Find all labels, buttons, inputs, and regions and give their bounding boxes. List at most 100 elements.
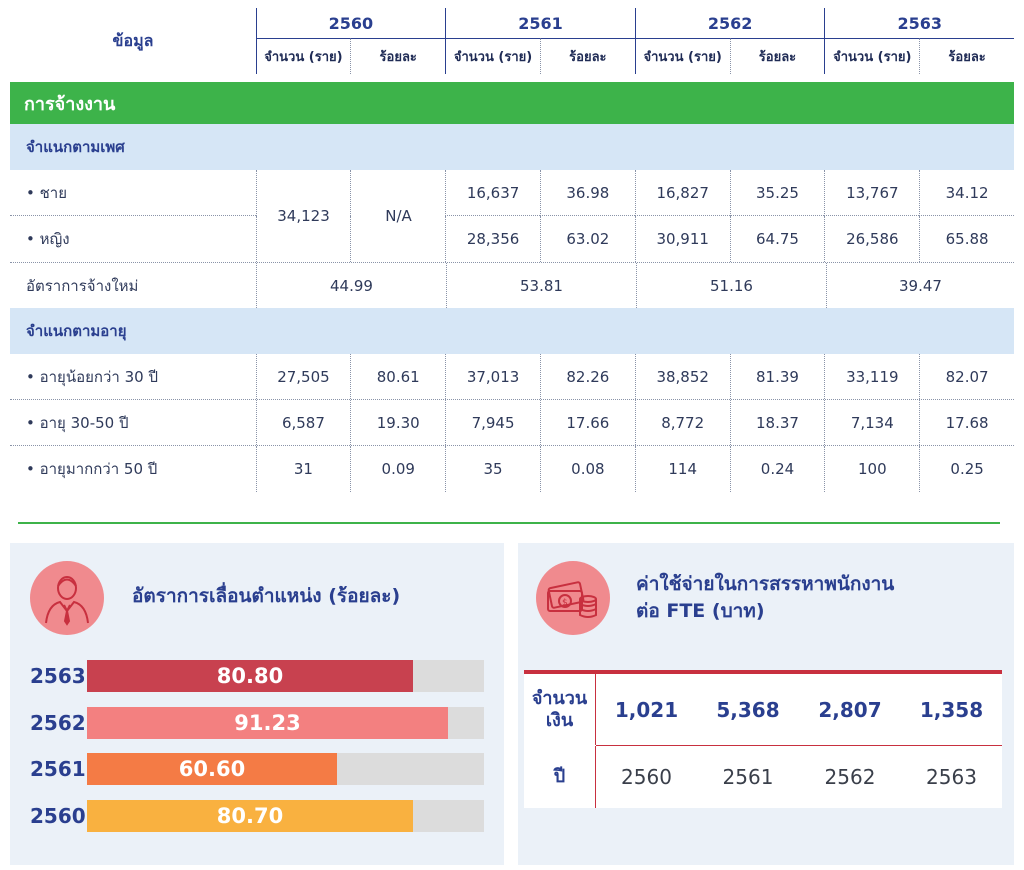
promotion-bar-value: 80.80: [216, 664, 284, 688]
row-label: • อายุน้อยกว่า 30 ปี: [26, 367, 158, 386]
subheader-count: จำนวน (ราย): [445, 38, 540, 74]
svg-text:$: $: [562, 598, 568, 608]
group-title-gender: จำแนกตามเพศ: [10, 124, 1014, 170]
promotion-bar-value: 60.60: [178, 757, 246, 781]
recruitment-cost-title: ค่าใช้จ่ายในการสรรหาพนักงาน ต่อ FTE (บาท…: [636, 571, 894, 625]
recruitment-cost-table: จำนวน เงิน 1,021 5,368 2,807 1,358 ปี 256…: [524, 670, 1002, 808]
promotion-rate-title: อัตราการเลื่อนตำแหน่ง (ร้อยละ): [132, 585, 401, 607]
table-cell: 37,013: [445, 354, 540, 399]
amount-value: 1,021: [614, 697, 679, 722]
table-cell: 0.25: [919, 446, 1014, 492]
table-cell: 8,772: [634, 400, 730, 445]
table-cell: 0.09: [350, 446, 445, 492]
amount-label-line1: จำนวน: [531, 687, 588, 709]
promotion-bar-track: 80.80: [87, 660, 484, 692]
row-label: • อายุ 30-50 ปี: [26, 413, 129, 432]
year-value: 2560: [621, 765, 672, 789]
year-header: 2563: [824, 8, 1014, 38]
table-cell: 17.66: [539, 400, 635, 445]
year-value: 2562: [824, 765, 876, 789]
table-cell: 51.16: [636, 263, 826, 308]
table-cell: 30,911: [634, 216, 730, 262]
table-cell: 26,586: [824, 216, 919, 262]
table-cell: 100: [824, 446, 919, 492]
employment-table: ข้อมูล 2560 2561 2562 2563 จำนวน (ราย) ร…: [10, 8, 1015, 492]
row-label: • ชาย: [10, 170, 256, 216]
table-row-age-under-30: • อายุน้อยกว่า 30 ปี 27,505 80.61 37,013…: [10, 354, 1014, 400]
promotion-bar-row: 2562 91.23: [10, 707, 504, 739]
table-cell: 53.81: [446, 263, 636, 308]
year-value: 2561: [722, 765, 774, 789]
amount-label: จำนวน เงิน: [524, 674, 596, 745]
header-data-label: ข้อมูล: [112, 30, 154, 50]
promotion-bar-year: 2561: [30, 757, 86, 781]
table-row-age-30-50: • อายุ 30-50 ปี 6,587 19.30 7,945 17.66 …: [10, 400, 1014, 446]
table-cell: 7,945: [445, 400, 540, 445]
promotion-bar-value: 80.70: [216, 804, 284, 828]
table-cell: 81.39: [729, 354, 825, 399]
promotion-bar-fill: 80.70: [87, 800, 413, 832]
table-cell: 28,356: [445, 216, 540, 262]
table-cell: 16,827: [634, 170, 730, 216]
group-title-age: จำแนกตามอายุ: [10, 308, 1014, 354]
promotion-bar-row: 2563 80.80: [10, 660, 504, 692]
table-row-new-hire: อัตราการจ้างใหม่ 44.99 53.81 51.16 39.47: [10, 262, 1014, 308]
table-cell: 6,587: [255, 400, 351, 445]
amount-value: 2,807: [818, 697, 882, 722]
table-cell: 13,767: [824, 170, 920, 216]
promotion-bar-track: 80.70: [87, 800, 484, 832]
section-title-employment: การจ้างงาน: [10, 82, 1014, 124]
table-cell: 35: [445, 446, 540, 492]
promotion-bar-track: 91.23: [87, 707, 484, 739]
year-row: ปี 2560 2561 2562 2563: [524, 746, 1002, 808]
table-cell: 34.12: [919, 170, 1015, 216]
promotion-bar-track: 60.60: [87, 753, 484, 785]
promotion-bar-value: 91.23: [234, 711, 301, 735]
amount-row: จำนวน เงิน 1,021 5,368 2,807 1,358: [524, 674, 1002, 745]
amount-label-line2: เงิน: [545, 709, 574, 731]
promotion-bar-fill: 80.80: [87, 660, 413, 692]
table-cell: 18.37: [729, 400, 825, 445]
table-cell: 35.25: [729, 170, 825, 216]
table-cell: 16,637: [445, 170, 540, 216]
table-row-age-over-50: • อายุมากกว่า 50 ปี 31 0.09 35 0.08 114 …: [10, 446, 1014, 492]
merged-cell-2560-percent: N/A: [385, 207, 412, 225]
table-header-subcolumns: จำนวน (ราย) ร้อยละ จำนวน (ราย) ร้อยละ จำ…: [10, 38, 1014, 74]
merged-cell-2560-count: 34,123: [277, 207, 330, 225]
table-cell: 17.68: [919, 400, 1014, 445]
subheader-percent: ร้อยละ: [539, 38, 635, 74]
promotion-bar-fill: 60.60: [87, 753, 337, 785]
recruitment-cost-title-line1: ค่าใช้จ่ายในการสรรหาพนักงาน: [636, 573, 895, 595]
subheader-percent: ร้อยละ: [350, 38, 446, 74]
table-cell: 63.02: [539, 216, 635, 262]
table-cell: 7,134: [824, 400, 919, 445]
promotion-bar-year: 2562: [30, 711, 86, 735]
table-cell: 44.99: [256, 263, 446, 308]
subheader-count: จำนวน (ราย): [824, 38, 920, 74]
promotion-rate-panel: อัตราการเลื่อนตำแหน่ง (ร้อยละ) 2563 80.80…: [10, 543, 504, 865]
table-cell: 114: [634, 446, 730, 492]
recruitment-cost-title-line2: ต่อ FTE (บาท): [636, 600, 765, 622]
amount-value: 1,358: [919, 697, 984, 722]
table-header-years: ข้อมูล 2560 2561 2562 2563: [10, 8, 1014, 50]
promotion-bar-row: 2560 80.70: [10, 800, 504, 832]
table-cell: 80.61: [350, 354, 445, 399]
promotion-bar-row: 2561 60.60: [10, 753, 504, 785]
table-cell: 39.47: [826, 263, 1014, 308]
section-divider: [18, 522, 1000, 524]
subheader-percent: ร้อยละ: [729, 38, 825, 74]
table-cell: 31: [255, 446, 351, 492]
recruitment-cost-panel: $ ค่าใช้จ่ายในการสรรหาพนักงาน ต่อ FTE (บ…: [518, 543, 1014, 865]
promotion-bar-fill: 91.23: [87, 707, 448, 739]
amount-value: 5,368: [716, 697, 780, 722]
table-cell: 19.30: [350, 400, 445, 445]
year-header: 2561: [445, 8, 635, 38]
table-cell: 33,119: [824, 354, 919, 399]
table-cell: 82.07: [919, 354, 1014, 399]
table-cell: 27,505: [255, 354, 351, 399]
subheader-count: จำนวน (ราย): [634, 38, 730, 74]
subheader-count: จำนวน (ราย): [255, 38, 351, 74]
year-value: 2563: [926, 765, 977, 789]
table-row-male: • ชาย 16,637 36.98 16,827 35.25 13,767 3…: [10, 170, 1015, 216]
money-coins-icon: $: [536, 561, 610, 635]
